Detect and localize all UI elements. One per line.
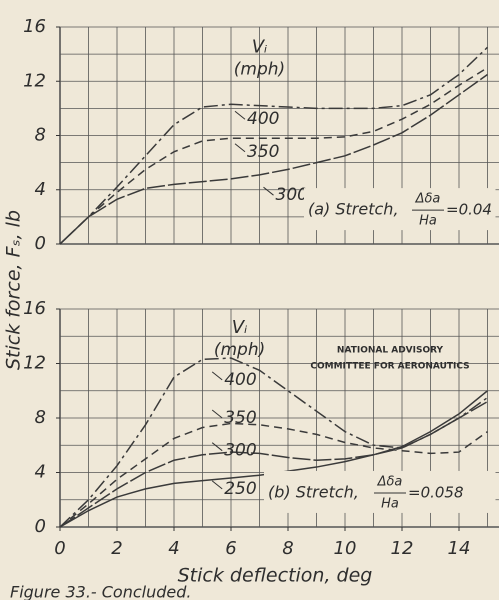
annotation-unit: (mph) (214, 340, 265, 360)
annotation-header: Vᵢ (232, 317, 248, 338)
panel-text: (a) Stretch, (308, 200, 399, 219)
panel-text-value: =0.058 (408, 483, 464, 501)
panel-text-bg (264, 470, 496, 513)
series-label: 400 (247, 109, 279, 129)
x-tick-label: 6 (225, 538, 236, 559)
series-line (59, 73, 488, 245)
panel-text-num: Δδa (377, 474, 403, 489)
y-tick-label: 4 (35, 462, 46, 483)
x-tick-label: 4 (168, 538, 179, 559)
caption: Figure 33.- Concluded. (10, 583, 191, 600)
panel-text-den: Ha (419, 214, 437, 229)
leader-line (263, 186, 274, 196)
x-tick-label: 8 (282, 538, 293, 559)
leader-line (211, 409, 223, 419)
leader-line (234, 143, 246, 153)
y-axis-label: Stick force, Fₛ, lb (3, 210, 25, 370)
x-tick-label: 12 (391, 538, 414, 559)
y-tick-label: 4 (35, 179, 46, 200)
series-line (59, 422, 488, 528)
annotation-unit: (mph) (234, 59, 285, 79)
leader-line (211, 480, 223, 490)
panel-text-num: Δδa (415, 192, 441, 207)
y-tick-label: 0 (35, 516, 46, 537)
x-tick-label: 14 (448, 538, 471, 559)
panel-text: (b) Stretch, (268, 482, 359, 501)
series-label: 400 (224, 370, 256, 390)
annotation-header: Vᵢ (252, 36, 268, 57)
series-label: 350 (224, 408, 256, 428)
stamp: NATIONAL ADVISORY (337, 346, 444, 356)
series-line (59, 400, 488, 528)
series-label: 250 (224, 479, 256, 499)
series-label: 350 (247, 142, 279, 162)
series-label: 300 (276, 185, 308, 205)
y-tick-label: 8 (35, 407, 46, 428)
x-tick-label: 2 (111, 538, 122, 559)
y-tick-label: 12 (23, 70, 46, 91)
x-tick-label: 10 (334, 538, 357, 559)
panel-text-value: =0.04 (446, 201, 492, 219)
y-tick-label: 16 (23, 298, 46, 319)
x-tick-label: 0 (54, 538, 65, 559)
series-line (59, 67, 488, 245)
stamp: COMMITTEE FOR AERONAUTICS (310, 362, 469, 372)
series-label: 300 (224, 441, 256, 461)
leader-line (234, 110, 246, 120)
x-axis-label: Stick deflection, deg (178, 565, 373, 587)
leader-line (211, 371, 223, 381)
leader-line (211, 442, 223, 452)
y-tick-label: 16 (23, 16, 46, 37)
y-tick-label: 8 (35, 125, 46, 146)
y-tick-label: 12 (23, 353, 46, 374)
panel-text-den: Ha (381, 496, 399, 511)
series-line (59, 46, 489, 245)
panel-text-bg (304, 188, 496, 231)
y-tick-label: 0 (35, 233, 46, 254)
